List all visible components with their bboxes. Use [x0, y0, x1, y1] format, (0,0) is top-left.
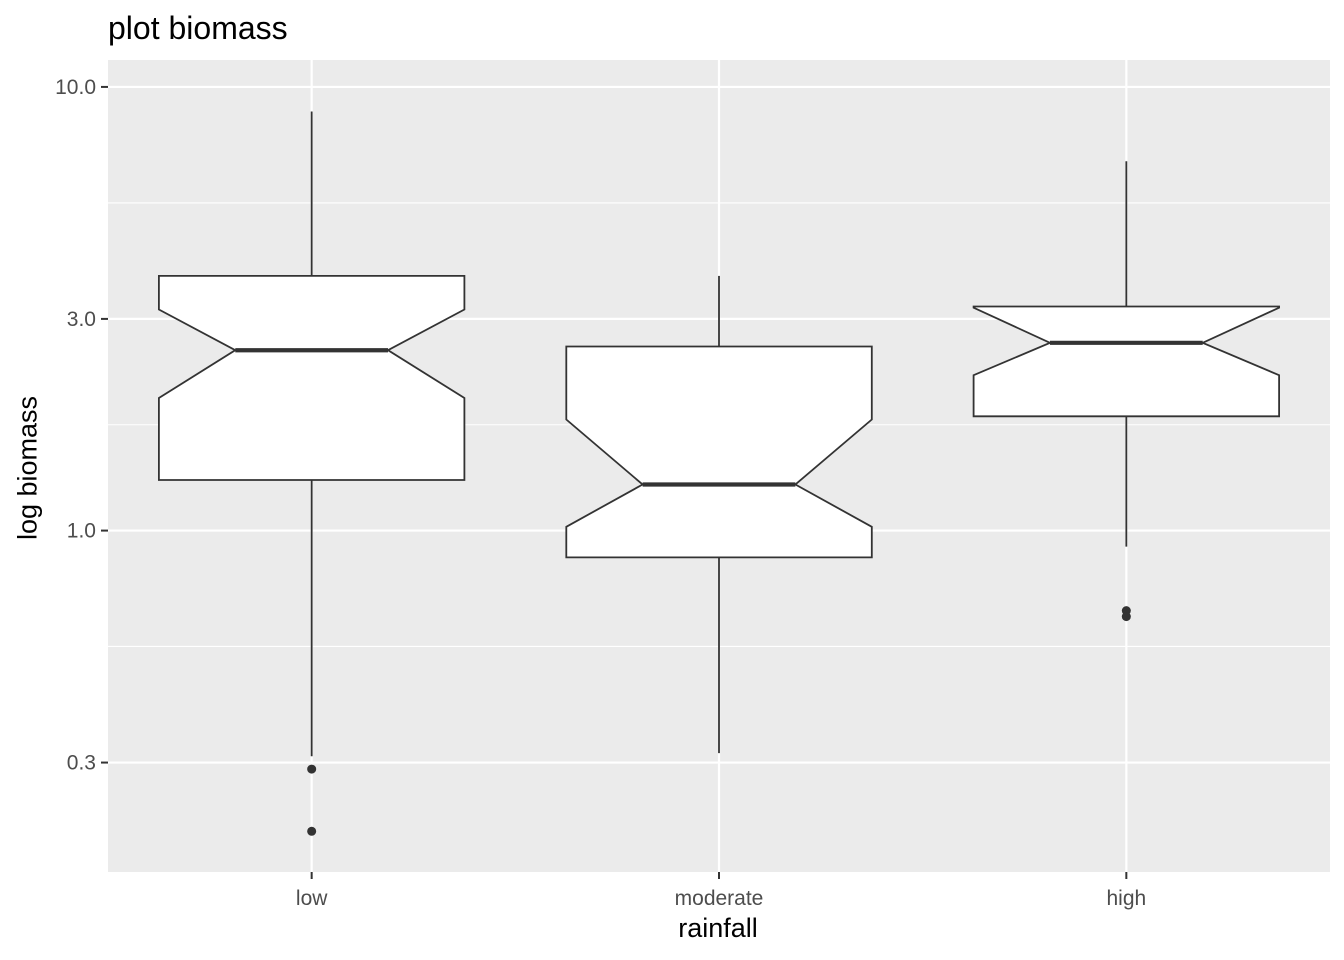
- notched-box: [157, 274, 466, 481]
- y-tick-label: 1.0: [67, 520, 96, 543]
- notched-box: [972, 305, 1280, 418]
- y-tick-label: 3.0: [67, 308, 96, 331]
- outlier-point: [1121, 612, 1131, 622]
- y-tick-label: 0.3: [67, 752, 96, 775]
- x-tick-label: high: [1106, 887, 1146, 910]
- outlier-point: [307, 764, 317, 774]
- x-tick-label: moderate: [675, 887, 764, 910]
- y-axis-label: log biomass: [12, 395, 43, 541]
- chart-title: plot biomass: [108, 10, 288, 46]
- x-axis-label: rainfall: [678, 913, 758, 943]
- notched-box: [565, 345, 873, 559]
- x-tick-label: low: [296, 887, 328, 910]
- outlier-point: [307, 826, 317, 836]
- y-tick-label: 10.0: [55, 76, 96, 99]
